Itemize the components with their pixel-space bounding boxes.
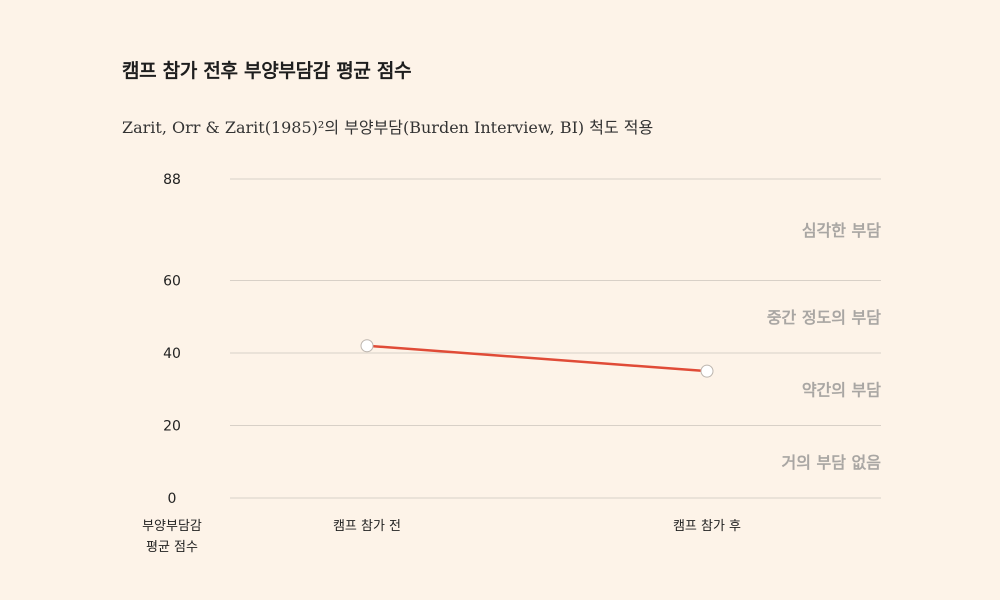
data-point	[360, 339, 374, 353]
x-tick-label: 캠프 참가 전	[333, 519, 401, 534]
y-tick-label: 60	[163, 274, 181, 290]
y-axis-label-line: 평균 점수	[146, 540, 198, 555]
x-tick-label: 캠프 참가 후	[673, 519, 741, 534]
series	[360, 339, 714, 378]
y-axis-ticks: 0 20 40 60 88	[163, 172, 181, 507]
series-line	[365, 344, 709, 373]
y-tick-label: 88	[163, 172, 181, 188]
band-label: 약간의 부담	[802, 380, 881, 399]
data-point	[700, 364, 714, 378]
y-axis-label-line: 부양부담감	[142, 519, 202, 534]
y-tick-label: 20	[163, 419, 181, 435]
y-tick-label: 40	[163, 346, 181, 362]
band-label: 중간 정도의 부담	[767, 308, 881, 327]
chart-title: 캠프 참가 전후 부양부담감 평균 점수	[122, 60, 412, 82]
y-tick-label: 0	[168, 491, 177, 507]
x-axis-ticks: 캠프 참가 전 캠프 참가 후	[333, 519, 741, 534]
band-label: 심각한 부담	[802, 221, 881, 240]
grid-lines	[230, 178, 881, 499]
band-label: 거의 부담 없음	[782, 453, 882, 472]
chart-subtitle: Zarit, Orr & Zarit(1985)²의 부양부담(Burden I…	[122, 118, 654, 137]
